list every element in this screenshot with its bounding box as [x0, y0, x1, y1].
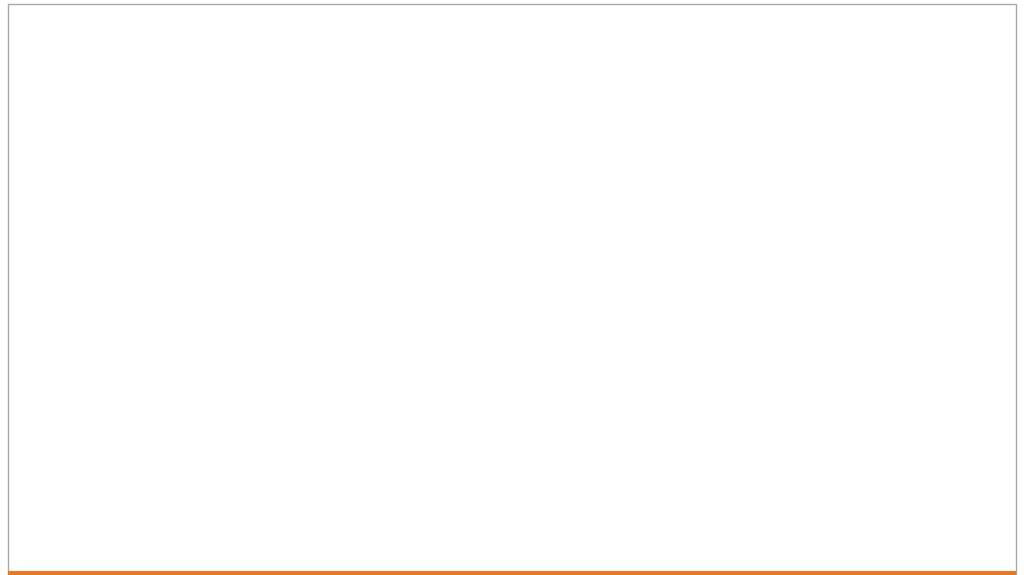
Bar: [8, 571, 1016, 575]
